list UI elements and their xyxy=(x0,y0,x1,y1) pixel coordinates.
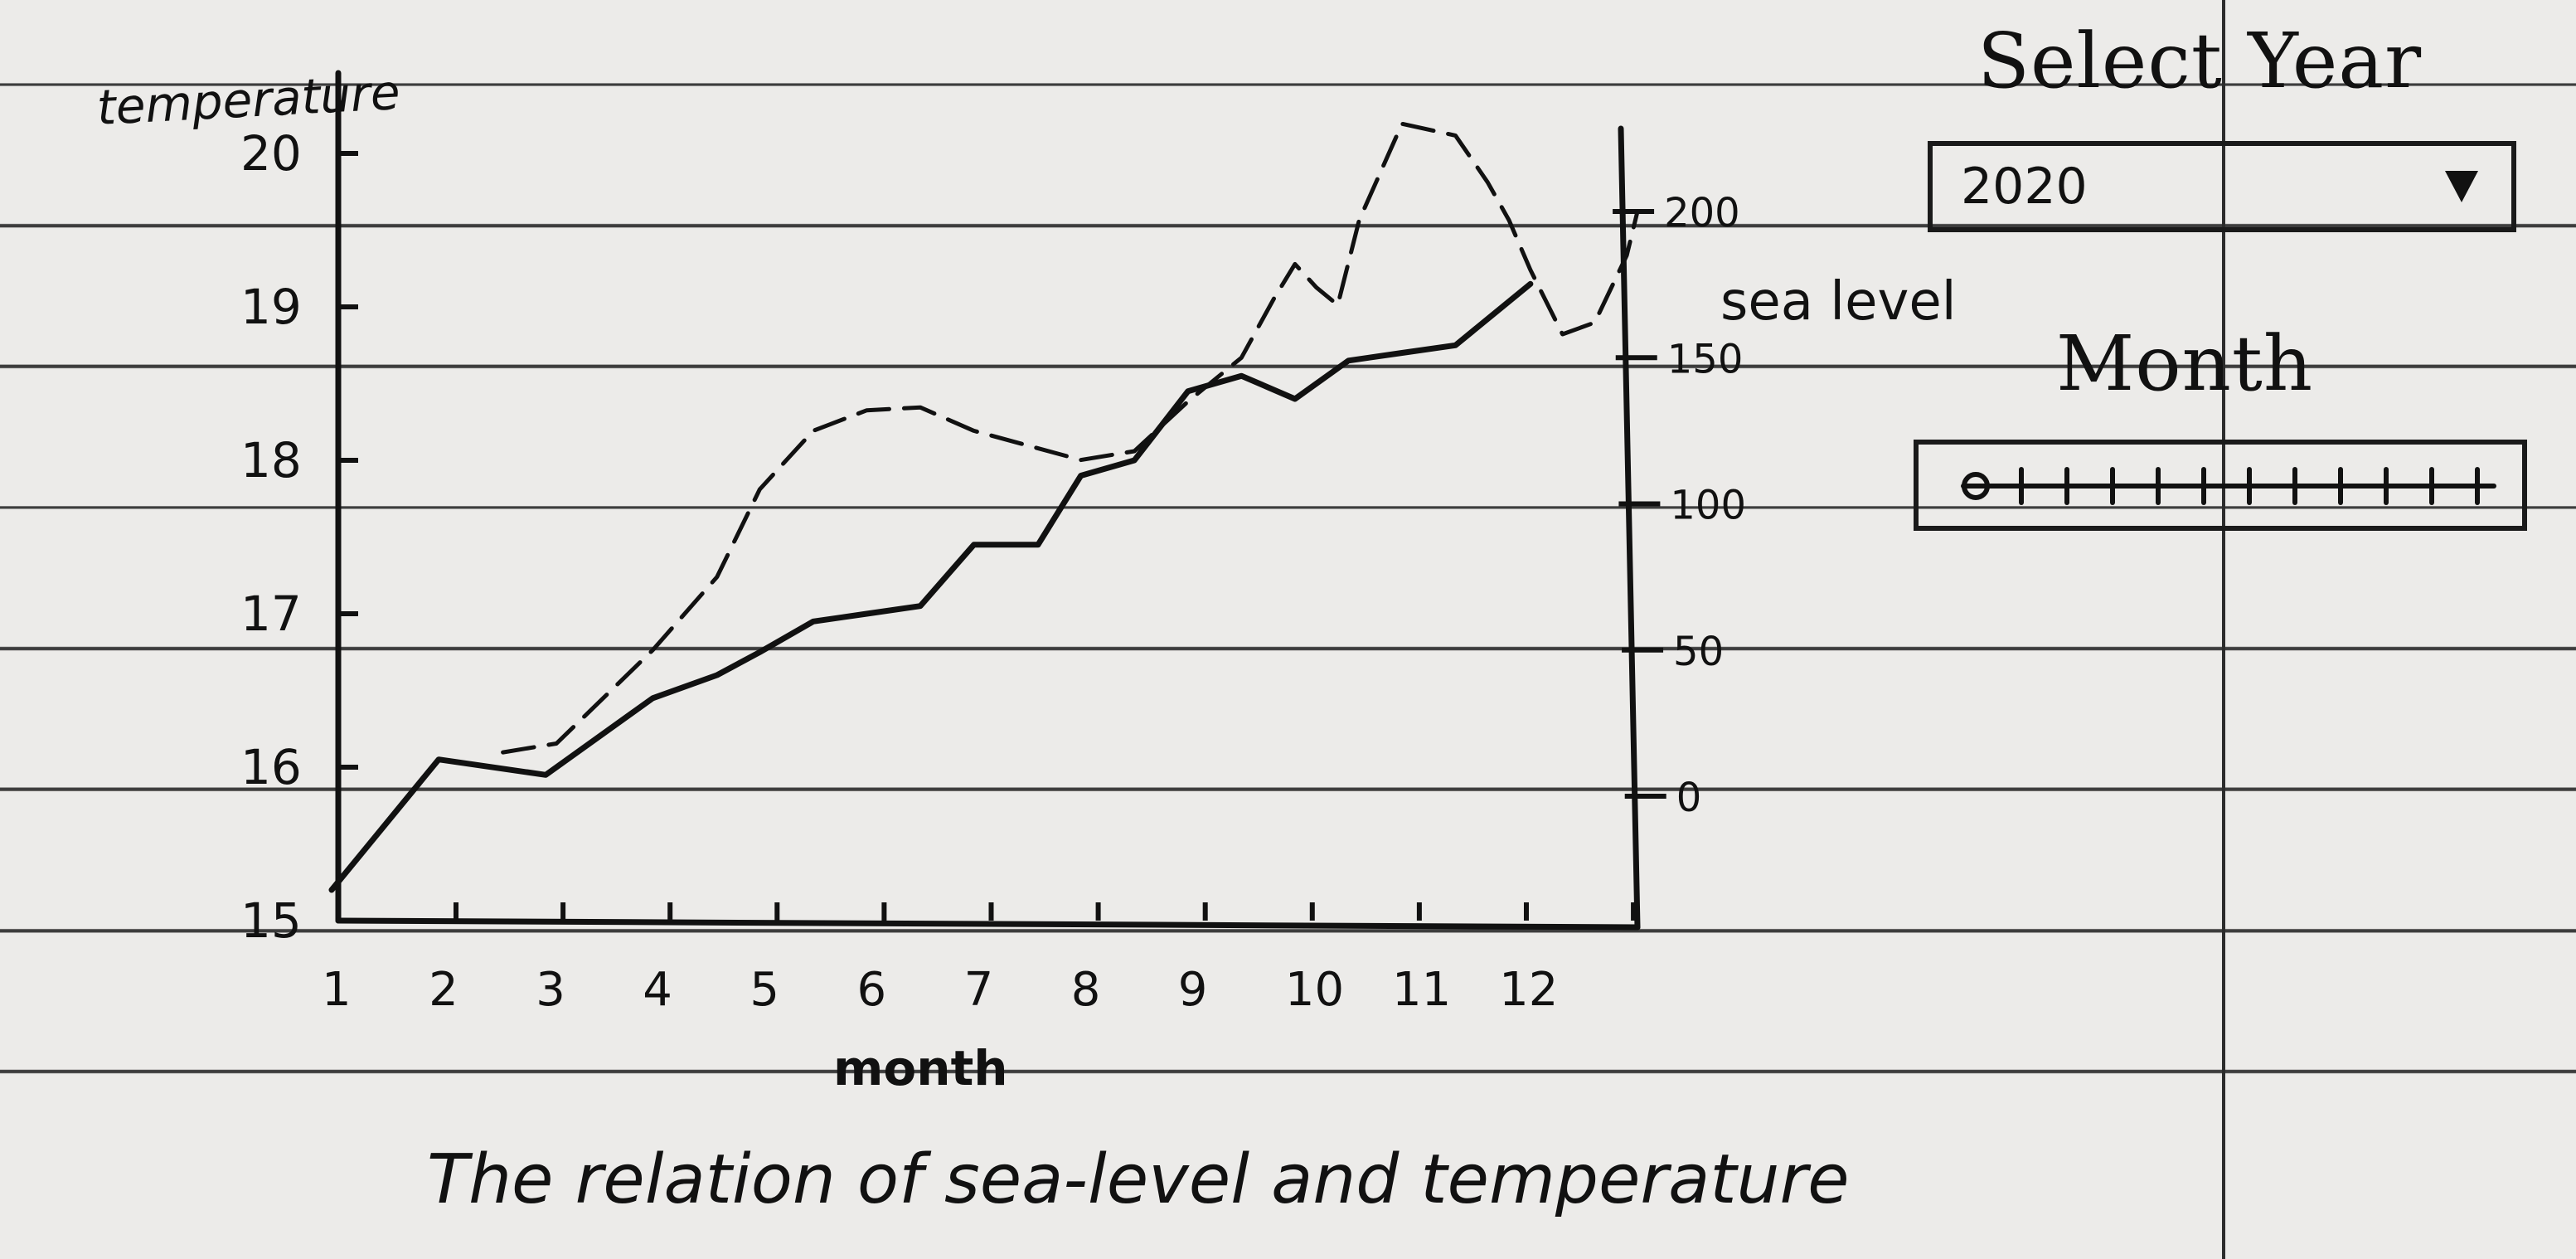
x-tick-label: 8 xyxy=(1071,963,1101,1017)
x-tick-label: 7 xyxy=(964,963,994,1017)
x-tick-label: 6 xyxy=(856,963,886,1017)
x-axis xyxy=(335,917,1641,931)
x-tick-label: 9 xyxy=(1178,963,1208,1017)
x-tick-label: 3 xyxy=(536,963,565,1017)
x-tick-label: 12 xyxy=(1499,963,1558,1017)
y2-tick-label: 200 xyxy=(1664,190,1740,236)
month-label: Month xyxy=(2056,319,2314,408)
y-tick-label: 17 xyxy=(240,586,302,642)
y2-tick-label: 100 xyxy=(1670,483,1746,529)
x-tick-label: 4 xyxy=(643,963,672,1017)
y-axis-label: temperature xyxy=(95,64,401,136)
x-tick-label: 5 xyxy=(750,963,779,1017)
sea-level-line xyxy=(501,121,1640,755)
x-axis-label: month xyxy=(833,1040,1008,1096)
x-tick-label: 10 xyxy=(1285,963,1344,1017)
x-tick-label: 1 xyxy=(322,963,352,1017)
y-tick-label: 20 xyxy=(240,125,302,182)
y2-tick-label: 150 xyxy=(1667,336,1744,382)
y2-axis-label: sea level xyxy=(1720,271,1956,333)
select-year-label: Select Year xyxy=(1977,17,2423,105)
temperature-line xyxy=(328,280,1534,893)
y-tick-label: 16 xyxy=(240,739,302,795)
margin-line xyxy=(2222,0,2225,1259)
month-slider[interactable] xyxy=(1914,440,2527,531)
year-select-value: 2020 xyxy=(1961,158,2088,216)
y-tick-label: 18 xyxy=(240,432,302,489)
year-select-dropdown[interactable]: 2020 xyxy=(1928,141,2516,232)
chart-title: The relation of sea-level and temperatur… xyxy=(427,1140,1850,1219)
y-tick-label: 19 xyxy=(240,279,302,335)
x-tick-label: 11 xyxy=(1392,963,1451,1017)
month-slider-track xyxy=(1961,467,2496,505)
dropdown-arrow-icon xyxy=(2445,171,2478,202)
y-tick-label: 15 xyxy=(240,892,302,949)
slider-handle[interactable] xyxy=(1962,472,1990,500)
y2-tick-label: 50 xyxy=(1673,629,1724,675)
x-tick-label: 2 xyxy=(429,963,458,1017)
y2-tick-label: 0 xyxy=(1676,775,1702,821)
